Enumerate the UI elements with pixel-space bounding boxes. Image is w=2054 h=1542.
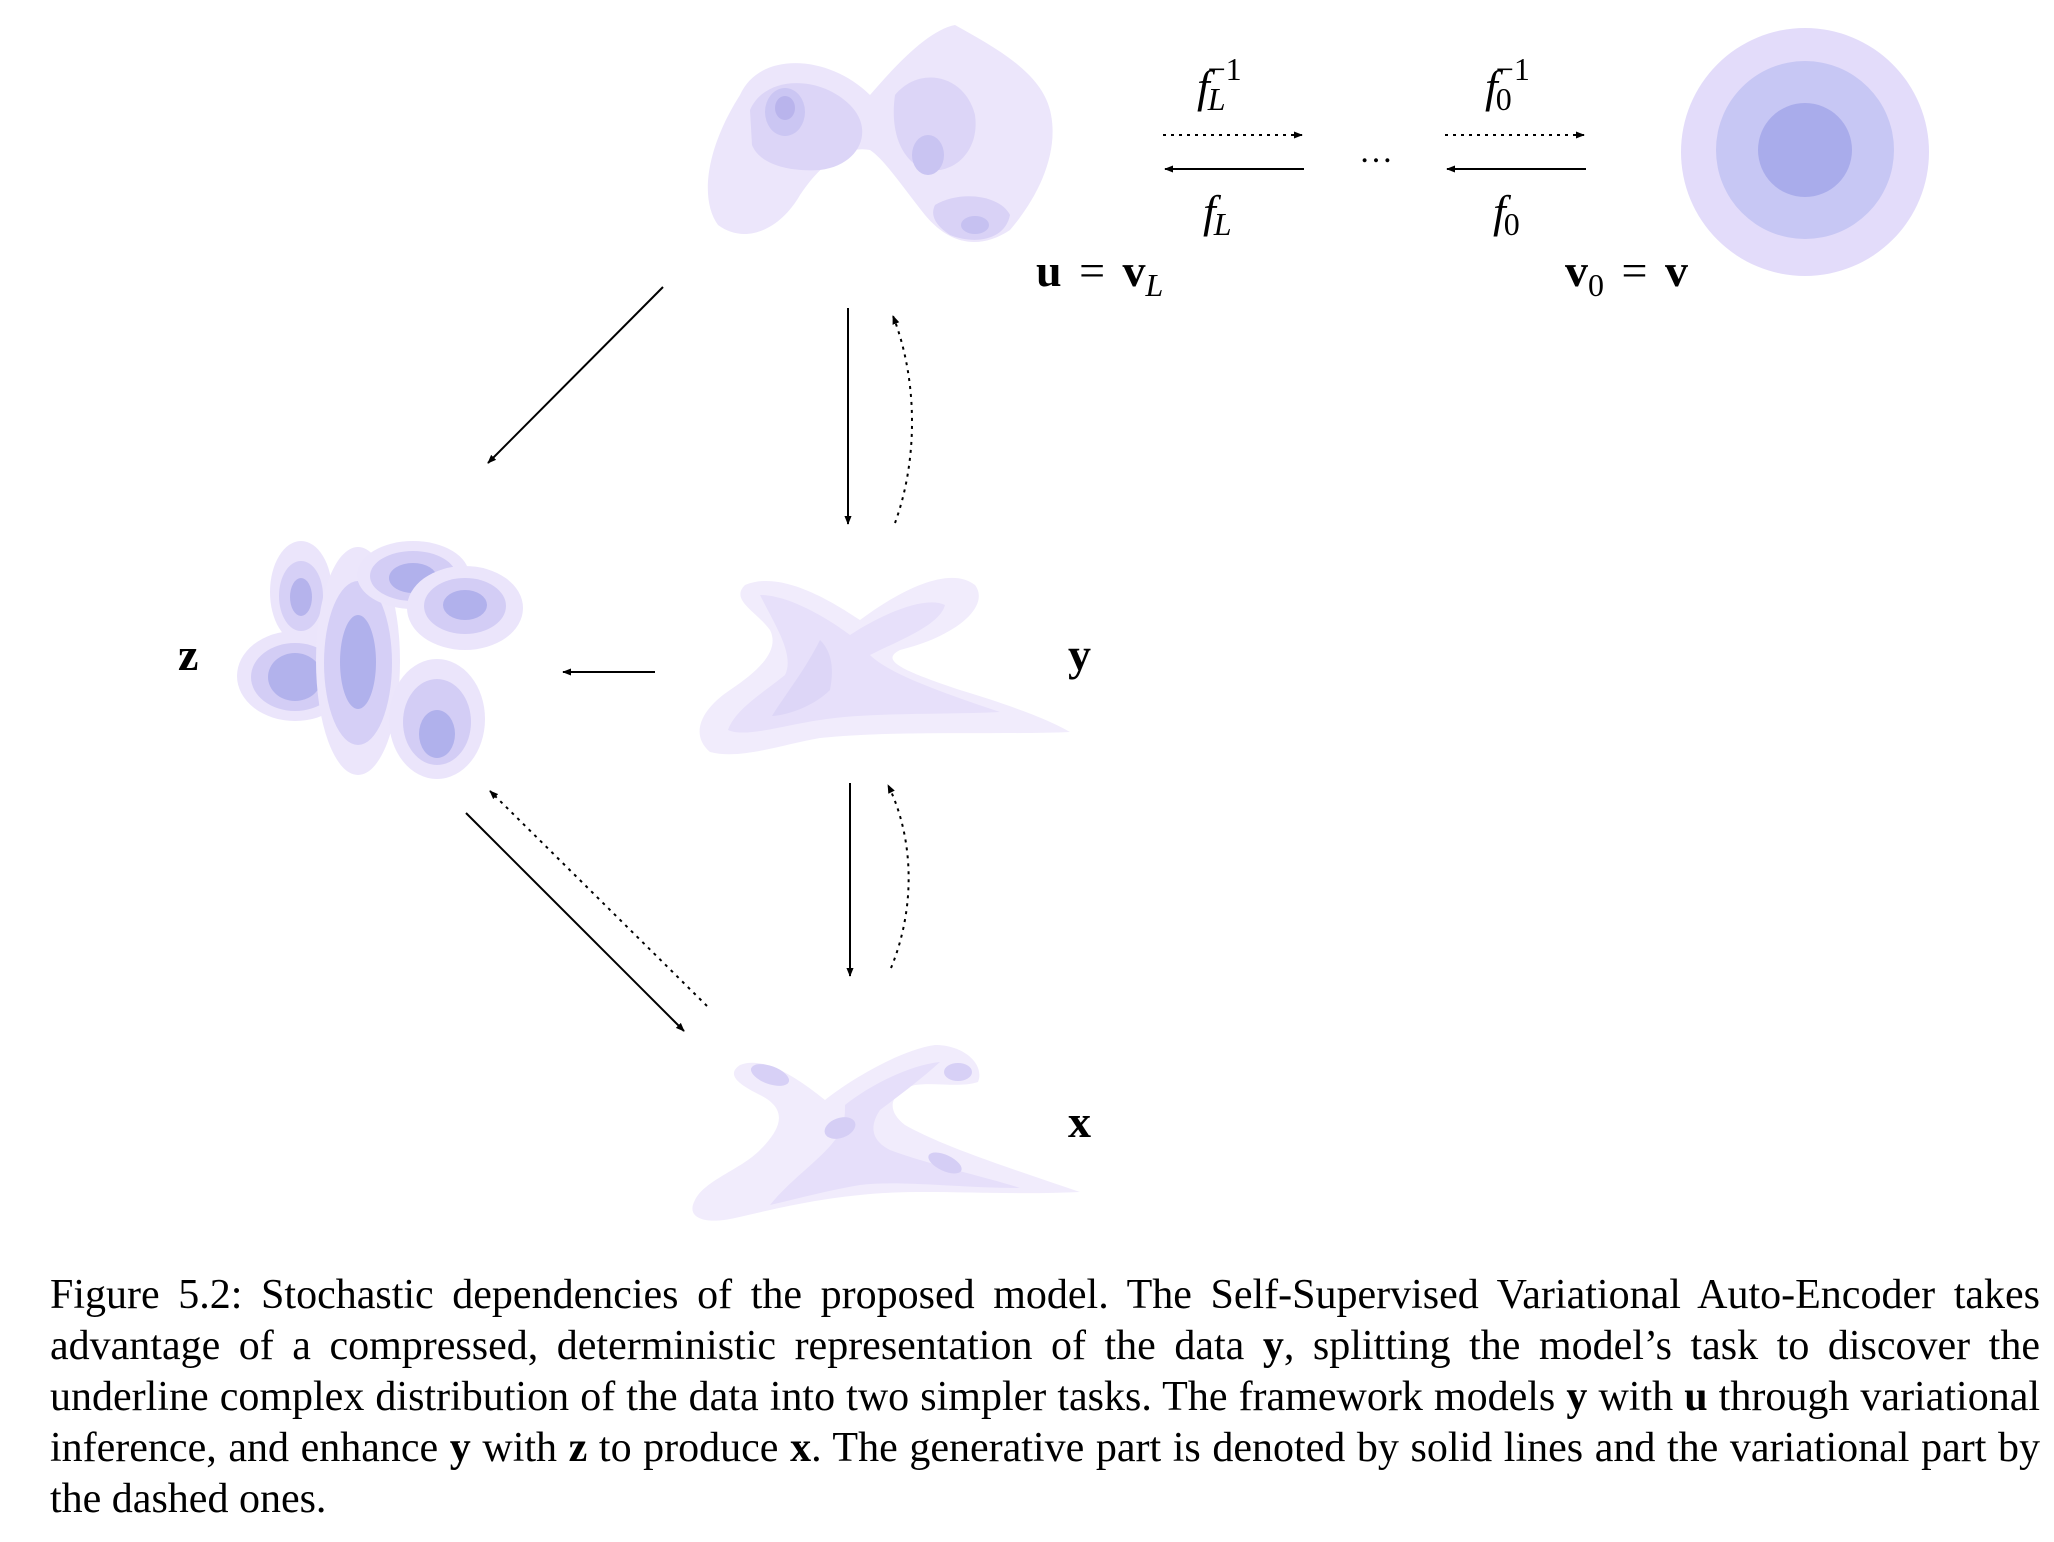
label-fL: fL: [1203, 186, 1232, 242]
arrow-z-to-x: [465, 812, 685, 1032]
v-gaussian: [1681, 28, 1929, 276]
arrow-y-to-u-variational: [892, 315, 913, 524]
z-mixture-blob: [237, 541, 523, 779]
u-distribution-blob: [707, 25, 1053, 242]
label-u-eq-vL: u = vL: [1036, 245, 1163, 303]
y-distribution-blob: [699, 577, 1070, 755]
label-ellipsis: …: [1359, 133, 1393, 170]
figure-caption: Figure 5.2: Stochastic dependencies of t…: [50, 1272, 2041, 1522]
label-x: x: [1068, 1096, 1091, 1147]
label-v0-eq-v: v0 = v: [1565, 245, 1688, 306]
label-y: y: [1068, 629, 1091, 680]
label-z: z: [178, 629, 198, 680]
label-f0-inverse: f0−1: [1485, 51, 1530, 117]
label-fL-inverse: fL−1: [1197, 51, 1242, 117]
model-diagram: u = vL v0 = v fL−1 f0−1 fL f0 … y z x: [178, 25, 1929, 1221]
arrows: [465, 131, 1586, 1032]
arrow-u-to-z: [487, 286, 664, 464]
arrow-x-to-y-variational: [887, 784, 910, 969]
x-distribution-blob: [692, 1045, 1080, 1221]
arrow-x-to-z-variational: [489, 790, 708, 1007]
label-f0: f0: [1493, 186, 1520, 242]
